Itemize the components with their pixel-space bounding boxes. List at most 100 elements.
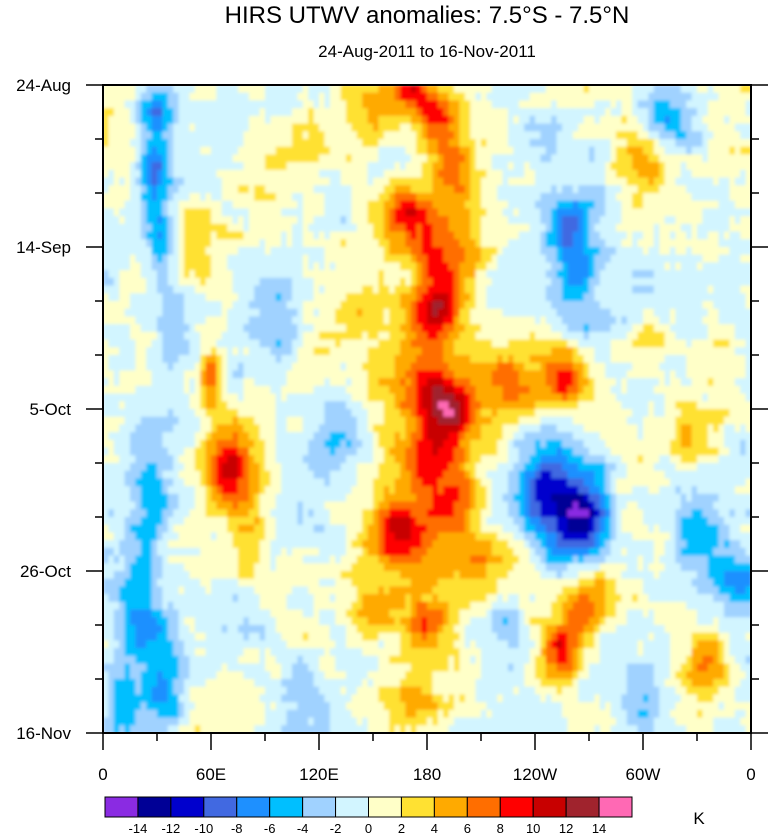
heatmap-cell (697, 355, 704, 364)
heatmap-cell (702, 370, 709, 379)
heatmap-cell (464, 378, 471, 387)
heatmap-cell (313, 370, 320, 379)
heatmap-cell (610, 92, 617, 102)
heatmap-cell (572, 308, 579, 318)
heatmap-cell (734, 262, 741, 271)
heatmap-cell (194, 123, 201, 133)
heatmap-cell (745, 362, 751, 372)
heatmap-cell (373, 370, 380, 379)
heatmap-cell (394, 231, 401, 241)
heatmap-cell (319, 355, 326, 364)
heatmap-cell (648, 285, 655, 295)
heatmap-cell (653, 262, 660, 271)
heatmap-cell (103, 393, 110, 403)
heatmap-cell (319, 324, 326, 333)
heatmap-cell (324, 355, 331, 364)
heatmap-cell (702, 231, 709, 241)
heatmap-cell (319, 308, 326, 318)
heatmap-cell (594, 301, 601, 310)
heatmap-cell (243, 162, 250, 171)
heatmap-cell (740, 285, 747, 295)
heatmap-cell (108, 108, 115, 117)
heatmap-cell (216, 123, 223, 133)
heatmap-cell (308, 270, 315, 279)
heatmap-cell (740, 362, 747, 372)
heatmap-cell (481, 223, 488, 233)
heatmap-cell (745, 100, 751, 109)
heatmap-cell (362, 223, 369, 233)
heatmap-cell (157, 115, 164, 125)
heatmap-cell (302, 177, 309, 187)
heatmap-cell (227, 162, 234, 171)
heatmap-cell (335, 123, 342, 133)
heatmap-cell (697, 177, 704, 187)
heatmap-cell (351, 208, 358, 217)
heatmap-cell (173, 393, 180, 403)
heatmap-cell (443, 169, 450, 179)
heatmap-cell (486, 339, 493, 349)
heatmap-cell (616, 262, 623, 271)
heatmap-cell (702, 139, 709, 148)
heatmap-cell (151, 270, 158, 279)
heatmap-cell (421, 370, 428, 379)
heatmap-cell (491, 355, 498, 364)
heatmap-cell (319, 247, 326, 256)
heatmap-cell (443, 139, 450, 148)
heatmap-cell (637, 362, 644, 372)
heatmap-cell (416, 177, 423, 187)
heatmap-cell (610, 277, 617, 287)
heatmap-cell (130, 92, 137, 102)
heatmap-cell (680, 208, 687, 217)
heatmap-cell (270, 139, 277, 148)
heatmap-cell (680, 216, 687, 225)
heatmap-cell (605, 355, 612, 364)
heatmap-cell (443, 92, 450, 102)
heatmap-cell (637, 324, 644, 333)
heatmap-cell (216, 254, 223, 264)
heatmap-cell (686, 131, 693, 140)
heatmap-cell (540, 316, 547, 325)
heatmap-cell (724, 285, 731, 295)
heatmap-cell (281, 85, 288, 94)
heatmap-cell (470, 316, 477, 325)
heatmap-cell (459, 316, 466, 325)
heatmap-cell (275, 355, 282, 364)
heatmap-cell (232, 139, 239, 148)
heatmap-cell (675, 285, 682, 295)
heatmap-cell (270, 115, 277, 125)
heatmap-cell (697, 100, 704, 109)
heatmap-cell (189, 123, 196, 133)
heatmap-cell (216, 85, 223, 94)
heatmap-cell (146, 177, 153, 187)
heatmap-cell (578, 92, 585, 102)
heatmap-cell (205, 370, 212, 379)
heatmap-cell (356, 339, 363, 349)
heatmap-cell (437, 200, 444, 210)
heatmap-cell (513, 146, 520, 156)
heatmap-cell (432, 223, 439, 233)
heatmap-cell (626, 154, 633, 163)
heatmap-cell (599, 254, 606, 264)
heatmap-cell (432, 162, 439, 171)
heatmap-cell (621, 385, 628, 395)
heatmap-cell (232, 247, 239, 256)
heatmap-cell (632, 308, 639, 318)
heatmap-cell (567, 385, 574, 395)
heatmap-cell (459, 277, 466, 287)
heatmap-cell (238, 401, 245, 410)
heatmap-cell (232, 393, 239, 403)
heatmap-cell (621, 216, 628, 225)
heatmap-cell (162, 216, 169, 225)
heatmap-cell (448, 162, 455, 171)
heatmap-cell (437, 324, 444, 333)
heatmap-cell (589, 115, 596, 125)
heatmap-cell (610, 254, 617, 264)
heatmap-cell (675, 378, 682, 387)
heatmap-cell (205, 193, 212, 202)
heatmap-cell (502, 293, 509, 302)
heatmap-cell (410, 277, 417, 287)
heatmap-cell (583, 169, 590, 179)
heatmap-cell (443, 239, 450, 248)
heatmap-cell (232, 239, 239, 248)
heatmap-cell (680, 100, 687, 109)
